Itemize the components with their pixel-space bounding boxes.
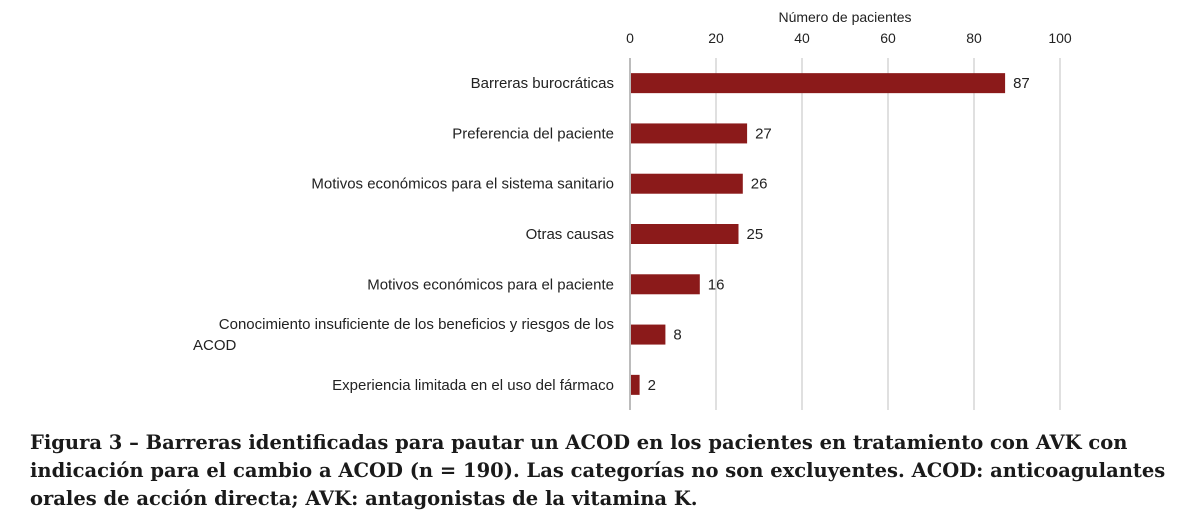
- value-label: 87: [1013, 75, 1030, 92]
- category-labels: Barreras burocráticas Preferencia del pac…: [193, 75, 614, 394]
- figure-caption: Figura 3 – Barreras identificadas para p…: [30, 431, 1166, 510]
- bar: [631, 73, 1006, 94]
- value-labels: 87 27 26 25 16 8 2: [648, 75, 1030, 394]
- category-label: Motivos económicos para el sistema sanit…: [311, 176, 614, 193]
- bars: [631, 73, 1006, 395]
- category-label: Barreras burocráticas: [471, 75, 614, 92]
- bar: [631, 224, 739, 244]
- value-label: 26: [751, 176, 768, 193]
- category-label: Otras causas: [526, 226, 614, 243]
- x-tick-label: 20: [708, 30, 724, 46]
- value-label: 27: [755, 125, 772, 142]
- bar-chart: Número de pacientes 0 20 40 60 80 100 Barrera…: [193, 9, 1072, 410]
- x-tick-labels: 0 20 40 60 80 100: [626, 30, 1072, 46]
- value-label: 8: [673, 327, 681, 344]
- category-label: Preferencia del paciente: [452, 125, 614, 142]
- category-label: Conocimiento insuficiente de los benefic…: [193, 316, 614, 354]
- gridlines: [629, 58, 1061, 410]
- category-label: Experiencia limitada en el uso del fárma…: [332, 377, 614, 394]
- x-axis-title: Número de pacientes: [778, 9, 911, 25]
- bar: [631, 374, 640, 395]
- bar: [631, 324, 666, 345]
- bar: [631, 123, 748, 144]
- x-tick-label: 60: [880, 30, 896, 46]
- x-tick-label: 100: [1048, 30, 1072, 46]
- value-label: 25: [747, 226, 764, 243]
- x-tick-label: 80: [966, 30, 982, 46]
- x-tick-label: 0: [626, 30, 634, 46]
- bar: [631, 173, 743, 194]
- value-label: 16: [708, 276, 725, 293]
- category-label: Motivos económicos para el paciente: [367, 276, 614, 293]
- bar: [631, 274, 700, 295]
- value-label: 2: [648, 377, 656, 394]
- x-tick-label: 40: [794, 30, 810, 46]
